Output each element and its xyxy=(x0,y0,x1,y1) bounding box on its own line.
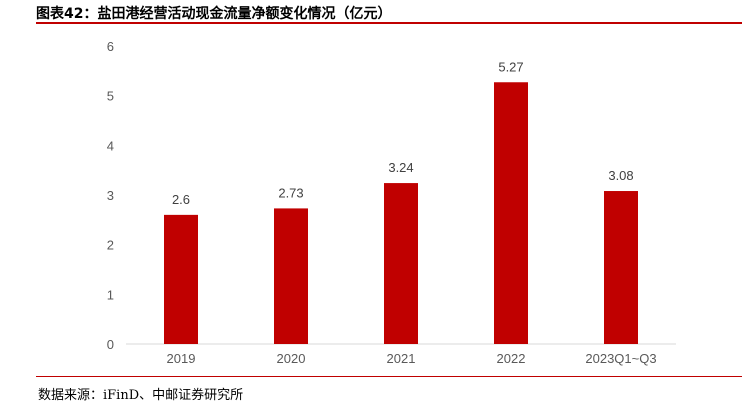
bar-2020 xyxy=(274,208,308,344)
chart-title: 图表42：盐田港经营活动现金流量净额变化情况（亿元） xyxy=(36,6,392,22)
title-bar: 图表42：盐田港经营活动现金流量净额变化情况（亿元） xyxy=(36,0,742,24)
y-tick-label: 2 xyxy=(107,238,114,253)
bar-2022 xyxy=(494,82,528,345)
x-tick-label: 2022 xyxy=(497,351,526,366)
bar-chart: 0 1 2 3 4 5 6 2.6 2.73 3.24 5.27 3.08 2019 2020 2021… xyxy=(107,39,676,366)
bar-2021 xyxy=(384,183,418,344)
bar-value-label: 3.08 xyxy=(608,168,633,183)
x-tick-label: 2021 xyxy=(387,351,416,366)
y-tick-label: 4 xyxy=(107,138,114,153)
x-tick-label: 2020 xyxy=(277,351,306,366)
bar-2023q1-q3 xyxy=(604,191,638,344)
x-axis-tick-labels: 2019 2020 2021 2022 2023Q1~Q3 xyxy=(167,351,657,366)
bar-value-label: 2.6 xyxy=(172,192,190,207)
source-note: 数据来源：iFinD、中邮证券研究所 xyxy=(38,388,244,403)
footer-divider xyxy=(36,376,742,377)
bar-2019 xyxy=(164,214,198,344)
bar-value-label: 5.27 xyxy=(498,59,523,74)
y-axis-ticks: 0 1 2 3 4 5 6 xyxy=(107,39,114,352)
y-tick-label: 5 xyxy=(107,89,114,104)
y-tick-label: 1 xyxy=(107,287,114,302)
y-tick-label: 0 xyxy=(107,337,114,352)
bar-value-label: 2.73 xyxy=(278,185,303,200)
data-labels-group: 2.6 2.73 3.24 5.27 3.08 xyxy=(172,59,634,207)
y-tick-label: 6 xyxy=(107,39,114,54)
x-tick-label: 2023Q1~Q3 xyxy=(585,351,656,366)
bars-group xyxy=(164,82,638,345)
y-tick-label: 3 xyxy=(107,188,114,203)
bar-value-label: 3.24 xyxy=(388,160,413,175)
x-tick-label: 2019 xyxy=(167,351,196,366)
